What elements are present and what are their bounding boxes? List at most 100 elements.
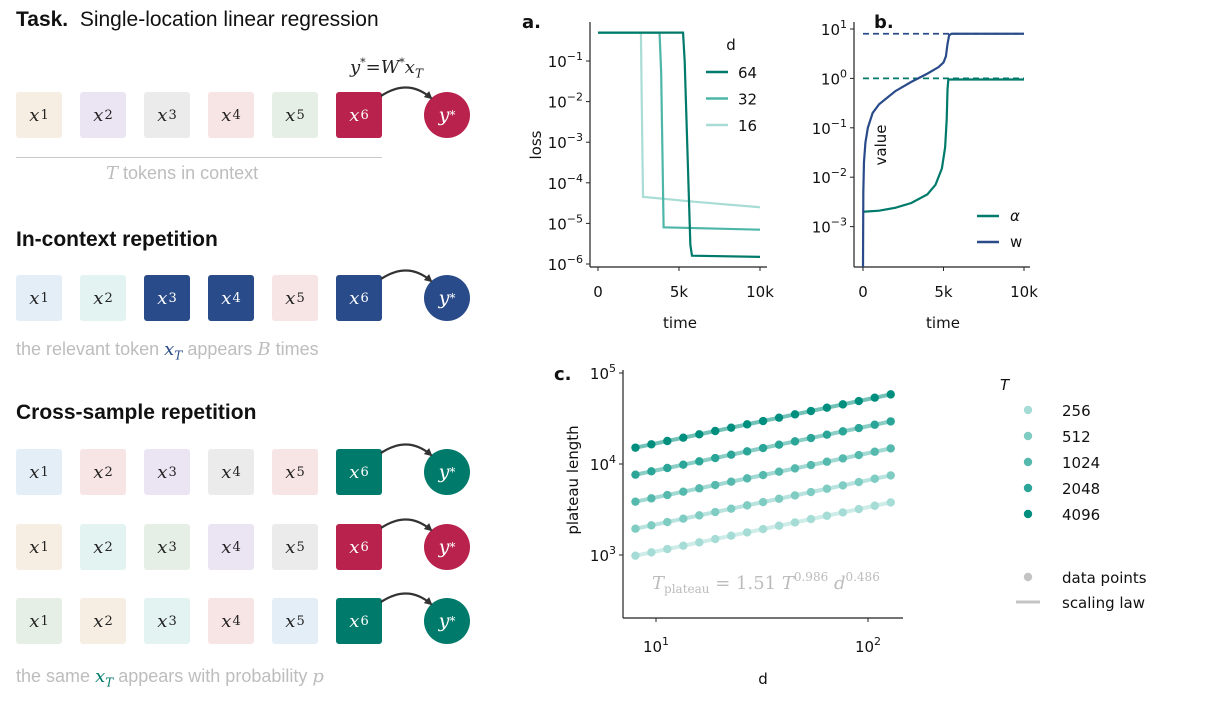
in-context-heading: In-context repetition xyxy=(16,228,218,251)
data-point-T2048 xyxy=(663,463,672,473)
line-d-16 xyxy=(598,31,761,209)
data-point-T1024 xyxy=(631,497,640,506)
data-point-T256 xyxy=(711,534,720,544)
token-symbol: x xyxy=(221,287,232,309)
data-point-T2048 xyxy=(838,427,848,436)
target-symbol: y xyxy=(438,461,450,483)
tick-base: 10 xyxy=(855,638,874,656)
y-tick-label-c: 105 xyxy=(590,362,616,383)
tick-base: 10 xyxy=(643,638,662,656)
data-point-T4096 xyxy=(647,440,656,449)
data-point-T2048 xyxy=(806,433,816,443)
token-symbol: x xyxy=(285,461,296,483)
token-symbol: x xyxy=(285,610,296,632)
y-tick-label-a: 10−6 xyxy=(548,253,583,274)
panel-label-a: a. xyxy=(522,12,541,33)
data-point-T512 xyxy=(790,491,800,500)
tick-exponent: 3 xyxy=(609,544,616,557)
token-index: 6 xyxy=(360,107,369,123)
target-y-star: y * xyxy=(424,449,470,495)
caption-xT: xT xyxy=(164,339,182,363)
data-point-T256 xyxy=(870,501,879,510)
token-symbol: x xyxy=(285,287,296,309)
data-point-T2048 xyxy=(886,417,895,426)
tick-base: 10 xyxy=(821,21,840,39)
formula-part: plateau xyxy=(664,582,710,596)
formula-y: y xyxy=(350,57,361,78)
legend-label-c: 256 xyxy=(1062,402,1091,420)
tick-exponent: −6 xyxy=(567,253,583,266)
formula-W: W xyxy=(380,57,400,78)
caption-post: times xyxy=(275,339,319,359)
y-tick-label-a: 10−5 xyxy=(548,212,583,233)
tick-base: 10 xyxy=(812,169,831,187)
legend-label-b: α xyxy=(1010,207,1020,225)
arrow-icon xyxy=(380,592,433,606)
data-point-T1024 xyxy=(822,457,832,466)
y-tick-label-b: 10−1 xyxy=(812,117,847,138)
data-point-T4096 xyxy=(679,433,688,442)
x-tick-label-a: 0 xyxy=(593,283,603,301)
data-point-T1024 xyxy=(870,447,879,456)
data-point-T4096 xyxy=(726,423,736,432)
data-point-T4096 xyxy=(631,443,640,452)
data-point-T256 xyxy=(647,548,656,557)
data-point-T256 xyxy=(663,544,672,554)
data-point-T256 xyxy=(695,538,704,547)
target-y-star: y * xyxy=(424,275,470,321)
y-tick-label-b: 101 xyxy=(821,18,847,39)
data-point-T2048 xyxy=(726,450,736,459)
in-context-caption: the relevant token xT appears B times xyxy=(16,339,319,363)
data-point-T1024 xyxy=(758,470,768,480)
token-symbol: x xyxy=(349,461,360,483)
data-point-T1024 xyxy=(854,450,864,460)
token-symbol: x xyxy=(221,536,232,558)
token-index: 1 xyxy=(40,613,49,629)
formula-part: d xyxy=(828,573,845,594)
token-index: 5 xyxy=(296,107,305,123)
token-index: 4 xyxy=(232,464,241,480)
tick-base: 10 xyxy=(548,134,567,152)
token-symbol: x xyxy=(29,287,40,309)
tick-base: 10 xyxy=(548,256,567,274)
token-index: 4 xyxy=(232,539,241,555)
line-α xyxy=(862,78,1024,213)
data-point-T256 xyxy=(822,511,832,520)
target-y-star: y * xyxy=(424,598,470,644)
token-symbol: x xyxy=(93,104,104,126)
data-point-T512 xyxy=(663,517,672,527)
token-index: 4 xyxy=(232,613,241,629)
token-index: 1 xyxy=(40,539,49,555)
data-point-T2048 xyxy=(758,443,768,453)
data-point-T512 xyxy=(742,501,752,510)
x-tick-label-c: 102 xyxy=(855,635,881,656)
token-index: 2 xyxy=(104,290,113,306)
token-symbol: x xyxy=(93,287,104,309)
legend-title-a: d xyxy=(726,36,736,54)
tick-exponent: −1 xyxy=(831,117,847,130)
target-symbol: y xyxy=(438,610,450,632)
tick-base: 10 xyxy=(812,120,831,138)
token-symbol: x xyxy=(221,104,232,126)
target-star: * xyxy=(449,291,456,305)
legend-label-b: w xyxy=(1010,233,1022,251)
token-symbol: x xyxy=(157,610,168,632)
y-tick-label-b: 10−3 xyxy=(812,216,847,237)
caption-pre: the relevant token xyxy=(16,339,160,359)
data-point-T256 xyxy=(790,518,800,527)
x-axis-label-b: time xyxy=(926,314,960,332)
formula-part: T xyxy=(782,573,796,594)
tick-base: 10 xyxy=(548,215,567,233)
target-formula: y*=W*xT xyxy=(350,56,423,81)
